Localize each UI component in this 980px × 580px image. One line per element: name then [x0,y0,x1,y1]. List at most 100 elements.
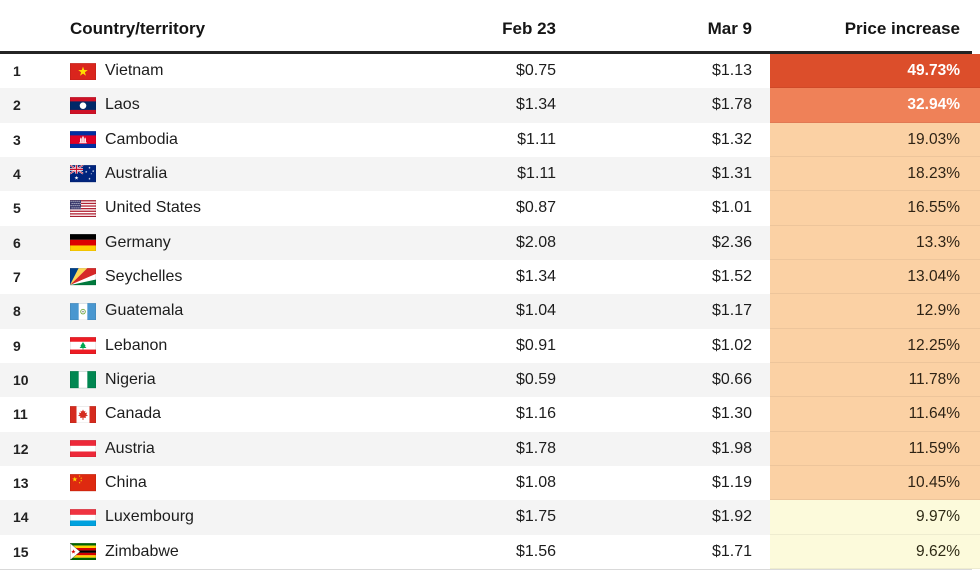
rank-cell: 11 [13,406,28,423]
country-name: Guatemala [105,302,184,320]
flag-zimbabwe-icon [70,543,96,561]
country-name: China [105,474,147,492]
country-name: Nigeria [105,371,156,389]
rank-cell: 2 [13,97,21,114]
rank-cell: 12 [13,440,29,457]
country-name: Seychelles [105,268,183,286]
price-increase-cell: 9.97% [770,500,980,535]
mar-9-price: $1.78 [711,96,752,114]
feb-23-price: $1.08 [515,474,556,492]
table-row: 7 Seychelles $1.34 $1.52 13.04% [0,259,980,295]
mar-9-price: $1.32 [711,130,752,148]
flag-australia-icon [70,165,96,183]
rank-cell: 6 [13,234,21,251]
country-cell: Guatemala [55,302,374,320]
feb-23-price: $1.34 [515,96,556,114]
table-row: 10 Nigeria $0.59 $0.66 11.78% [0,362,980,398]
country-cell: Laos [55,96,374,114]
table-row: 11 Canada $1.16 $1.30 11.64% [0,397,980,432]
flag-cambodia-icon [70,131,96,149]
feb-23-price: $0.91 [515,336,556,354]
feb-23-price: $1.75 [515,508,556,526]
feb-23-price: $0.75 [515,62,556,80]
country-cell: Austria [55,440,374,458]
country-name: Canada [105,405,162,423]
price-increase-cell: 11.59% [770,431,980,466]
price-increase-cell: 13.04% [770,259,980,295]
mar-9-price: $1.13 [711,62,752,80]
flag-laos-icon [70,96,96,114]
flag-germany-icon [70,234,96,252]
rank-cell: 3 [13,131,21,148]
table-row: 2 Laos $1.34 $1.78 32.94% [0,88,980,123]
country-cell: Cambodia [55,131,374,149]
mar-9-price: $1.19 [711,474,752,492]
rank-cell: 4 [13,166,21,183]
mar-9-price: $1.01 [711,199,752,217]
table-row: 12 Austria $1.78 $1.98 11.59% [0,431,980,466]
country-cell: Australia [55,165,374,183]
flag-luxembourg-icon [70,508,96,526]
price-increase-cell: 10.45% [770,465,980,501]
flag-united-states-icon [70,199,96,217]
mar-9-price: $1.92 [711,508,752,526]
country-cell: Zimbabwe [55,543,374,561]
country-cell: Luxembourg [55,508,374,526]
flag-seychelles-icon [70,268,96,286]
country-name: Laos [105,96,140,114]
flag-vietnam-icon [70,62,96,80]
mar-9-price: $1.52 [711,268,752,286]
feb-23-price: $1.78 [515,439,556,457]
flag-lebanon-icon [70,337,96,355]
price-increase-cell: 13.3% [770,225,980,260]
price-increase-cell: 12.9% [770,294,980,329]
mar-9-price: $1.31 [711,165,752,183]
table-header: Country/territory Feb 23 Mar 9 Price inc… [0,0,972,54]
table-row: 14 Luxembourg $1.75 $1.92 9.97% [0,500,980,535]
country-cell: Nigeria [55,371,374,389]
feb-23-price: $2.08 [515,233,556,251]
price-increase-cell: 11.64% [770,397,980,432]
country-name: Zimbabwe [105,542,179,560]
price-increase-cell: 12.25% [770,328,980,363]
table-row: 13 China $1.08 $1.19 10.45% [0,465,980,501]
mar-9-price: $1.17 [711,302,752,320]
flag-china-icon [70,474,96,492]
feb-23-price: $1.04 [515,302,556,320]
country-name: Australia [105,165,168,183]
mar-9-price: $1.02 [711,336,752,354]
country-name: Vietnam [105,62,164,80]
table-body: 1 Vietnam $0.75 $1.13 49.73% 2 Laos $1.34 $1.78 3… [0,54,980,570]
feb-23-price: $0.87 [515,199,556,217]
feb-23-price: $1.11 [517,165,556,183]
table-row: 4 Australia $1.11 $1.31 18.23% [0,156,980,192]
price-increase-cell: 32.94% [770,88,980,123]
table-row: 3 Cambodia $1.11 $1.32 19.03% [0,122,980,157]
table-row: 6 Germany $2.08 $2.36 13.3% [0,225,980,260]
feb-23-price: $1.16 [515,405,556,423]
rank-cell: 7 [13,269,21,286]
mar-9-price: $1.98 [711,439,752,457]
rank-cell: 5 [13,200,21,217]
rank-cell: 14 [13,509,29,526]
table-row: 1 Vietnam $0.75 $1.13 49.73% [0,54,980,89]
flag-guatemala-icon [70,302,96,320]
header-price-increase: Price increase [844,18,960,38]
country-name: Lebanon [105,336,168,354]
price-increase-cell: 19.03% [770,122,980,157]
price-increase-cell: 49.73% [770,54,980,89]
feb-23-price: $0.59 [515,371,556,389]
country-name: Germany [105,233,171,251]
rank-cell: 15 [13,543,29,560]
country-cell: Vietnam [55,62,374,80]
country-cell: Seychelles [55,268,374,286]
mar-9-price: $0.66 [711,371,752,389]
country-name: United States [105,199,202,217]
header-feb-23: Feb 23 [502,18,556,38]
country-name: Cambodia [105,130,178,148]
mar-9-price: $1.71 [711,542,752,560]
country-cell: United States [55,199,374,217]
price-increase-cell: 9.62% [770,534,980,569]
mar-9-price: $2.36 [711,233,752,251]
